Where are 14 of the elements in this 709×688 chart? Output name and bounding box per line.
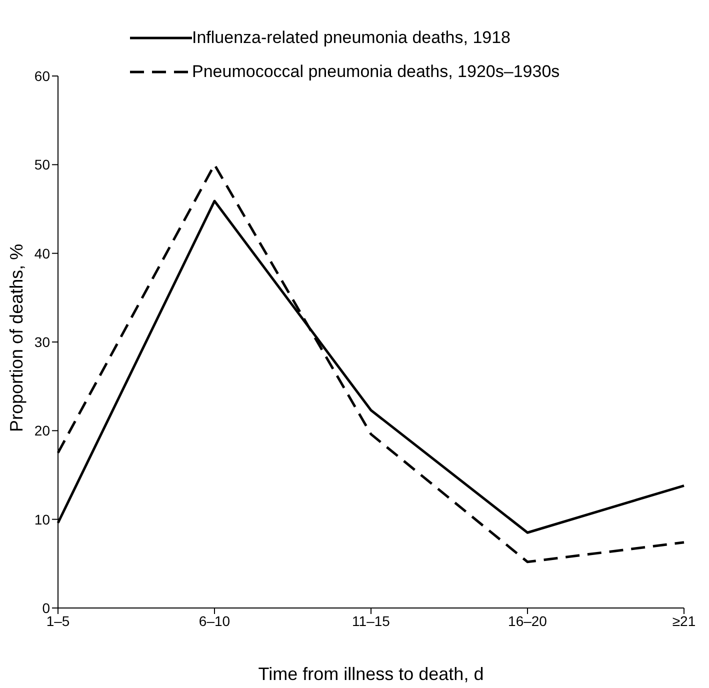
y-tick-label: 40 [34, 245, 50, 262]
y-tick-label: 60 [34, 68, 50, 84]
y-axis-title: Proportion of deaths, % [6, 244, 26, 432]
y-tick-label: 50 [34, 156, 50, 173]
x-axis-title: Time from illness to death, d [258, 664, 484, 684]
legend-label: Pneumococcal pneumonia deaths, 1920s–1930s [192, 62, 560, 82]
x-tick-label: 6–10 [198, 612, 230, 629]
x-tick-label: 16–20 [508, 612, 548, 629]
x-tick-label: 11–15 [352, 612, 390, 629]
y-tick-label: 30 [34, 334, 50, 350]
x-tick-label: ≥21 [672, 612, 696, 629]
y-tick-label: 10 [34, 511, 50, 528]
y-tick-label: 20 [34, 422, 50, 439]
legend-label: Influenza-related pneumonia deaths, 1918 [192, 28, 511, 48]
